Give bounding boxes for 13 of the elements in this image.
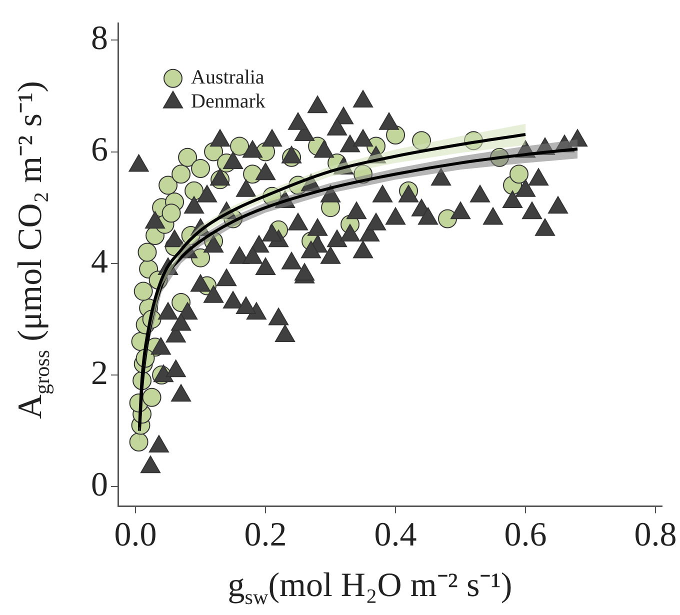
x-tick-label: 0.4 bbox=[374, 516, 417, 554]
y-tick-label: 8 bbox=[91, 20, 108, 58]
x-tick-label: 0.2 bbox=[244, 516, 287, 554]
y-tick-label: 2 bbox=[91, 354, 108, 392]
x-tick-label: 0.0 bbox=[114, 516, 157, 554]
x-tick-label: 0.6 bbox=[504, 516, 547, 554]
legend-label: Australia bbox=[191, 66, 264, 89]
y-tick-label: 4 bbox=[91, 243, 108, 280]
x-axis-title: g$_{sw}$(mol H₂O m⁻² s⁻¹) bbox=[226, 566, 514, 610]
x-tick-label: 0.8 bbox=[634, 516, 677, 554]
y-tick-label: 0 bbox=[91, 466, 108, 504]
y-tick-label: 6 bbox=[91, 132, 108, 169]
legend-label: Denmark bbox=[191, 90, 266, 113]
